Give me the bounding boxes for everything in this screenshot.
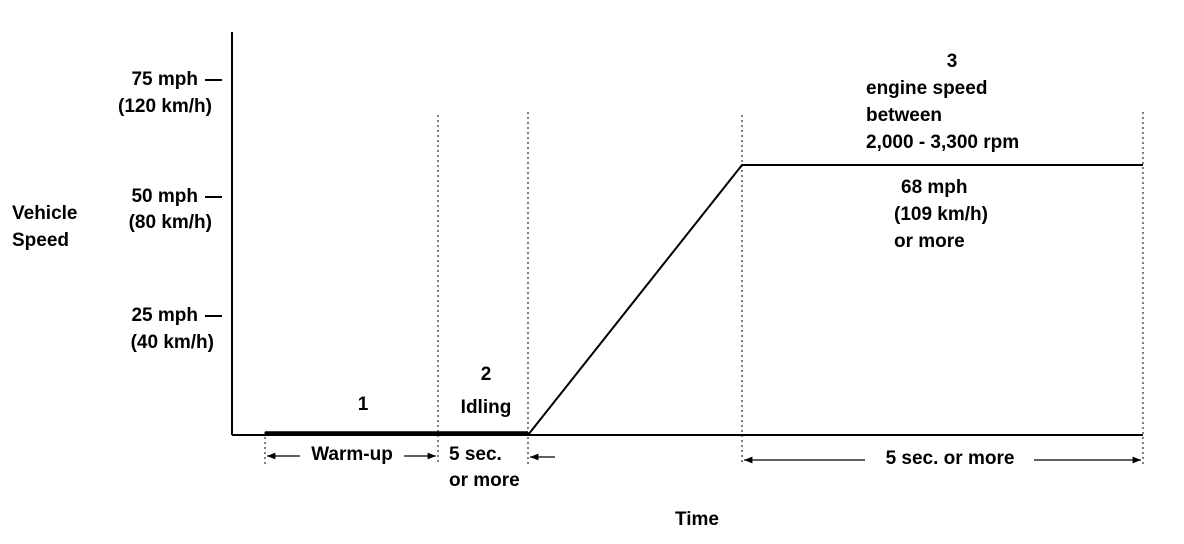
x-axis-label: Time [675, 509, 719, 530]
phase-target: 68 mph [901, 177, 968, 198]
y-tick-label: (40 km/h) [131, 332, 214, 353]
y-tick-label: 50 mph [131, 186, 198, 207]
phase-duration: or more [449, 470, 520, 491]
phase-label: engine speed [866, 78, 987, 99]
phase-number: 3 [947, 51, 958, 72]
y-tick-label: (120 km/h) [118, 96, 212, 117]
phase-number: 1 [358, 394, 369, 415]
y-axis-label: Vehicle [12, 203, 78, 224]
y-tick-label: (80 km/h) [129, 212, 212, 233]
speed-profile [527, 164, 1143, 436]
phase-target: or more [894, 231, 965, 252]
phase-label: between [866, 105, 942, 126]
profile [265, 164, 1143, 436]
phase-duration: Warm-up [311, 444, 393, 465]
axes [205, 32, 1143, 436]
phase-number: 2 [481, 364, 492, 385]
phase-label: 2,000 - 3,300 rpm [866, 132, 1019, 153]
y-tick-label: 75 mph [131, 69, 198, 90]
dividers [264, 112, 1144, 465]
phase-target: (109 km/h) [894, 204, 988, 225]
phase-duration: 5 sec. or more [886, 448, 1015, 469]
y-axis-label: Speed [12, 230, 69, 251]
y-tick-label: 25 mph [131, 305, 198, 326]
phase-duration: 5 sec. [449, 444, 502, 465]
phase-label: Idling [461, 397, 512, 418]
